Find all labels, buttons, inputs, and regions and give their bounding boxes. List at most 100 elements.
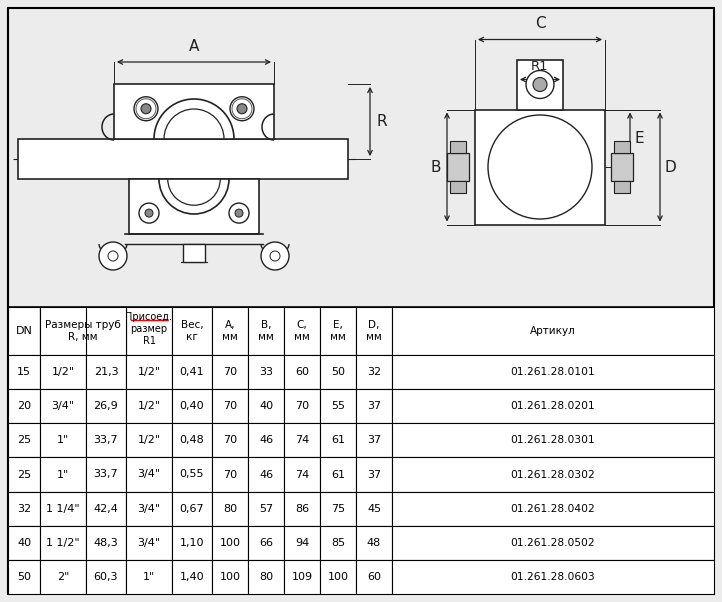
Text: 0,41: 0,41 xyxy=(180,367,204,377)
Text: E: E xyxy=(635,131,645,146)
Bar xyxy=(8,423,40,458)
Bar xyxy=(40,492,86,526)
Text: 01.261.28.0101: 01.261.28.0101 xyxy=(510,367,596,377)
Text: Присоед.
размер
R1: Присоед. размер R1 xyxy=(126,312,173,346)
Text: 85: 85 xyxy=(331,538,345,548)
Text: 25: 25 xyxy=(17,435,31,445)
Circle shape xyxy=(505,132,575,202)
Bar xyxy=(86,389,126,423)
Text: 50: 50 xyxy=(17,572,31,582)
Text: 55: 55 xyxy=(331,401,345,411)
Circle shape xyxy=(145,209,153,217)
Bar xyxy=(248,526,284,560)
Bar xyxy=(40,307,86,355)
Text: 1/2": 1/2" xyxy=(137,401,160,411)
Text: 33,7: 33,7 xyxy=(94,435,118,445)
Bar xyxy=(320,492,356,526)
Text: 1/2": 1/2" xyxy=(137,435,160,445)
Bar xyxy=(450,181,466,193)
Circle shape xyxy=(230,97,254,121)
Text: 60: 60 xyxy=(295,367,309,377)
Text: 70: 70 xyxy=(223,367,237,377)
Text: 74: 74 xyxy=(295,435,309,445)
Bar xyxy=(172,492,212,526)
Bar xyxy=(356,389,392,423)
Bar xyxy=(356,423,392,458)
Text: 15: 15 xyxy=(17,367,31,377)
Circle shape xyxy=(235,209,243,217)
Text: 70: 70 xyxy=(223,470,237,480)
Bar xyxy=(320,458,356,492)
Text: 60: 60 xyxy=(367,572,381,582)
Bar xyxy=(284,492,320,526)
Bar xyxy=(392,560,714,594)
Bar xyxy=(614,141,630,153)
Circle shape xyxy=(533,78,547,92)
Text: 86: 86 xyxy=(295,504,309,514)
Text: 70: 70 xyxy=(295,401,309,411)
Text: R: R xyxy=(376,114,386,129)
Bar xyxy=(392,423,714,458)
Bar xyxy=(284,560,320,594)
Bar xyxy=(172,560,212,594)
Text: 0,55: 0,55 xyxy=(180,470,204,480)
Bar xyxy=(18,139,348,179)
Text: DN: DN xyxy=(16,326,32,336)
Bar xyxy=(212,492,248,526)
Circle shape xyxy=(108,251,118,261)
Text: 50: 50 xyxy=(331,367,345,377)
Bar xyxy=(248,458,284,492)
Text: 66: 66 xyxy=(259,538,273,548)
Text: 21,3: 21,3 xyxy=(94,367,118,377)
Text: 20: 20 xyxy=(17,401,31,411)
Text: 01.261.28.0302: 01.261.28.0302 xyxy=(510,470,596,480)
Bar xyxy=(172,389,212,423)
Text: 70: 70 xyxy=(223,401,237,411)
Text: 40: 40 xyxy=(17,538,31,548)
Bar xyxy=(212,389,248,423)
Bar xyxy=(212,307,248,355)
Bar xyxy=(183,244,205,262)
Circle shape xyxy=(229,203,249,223)
Bar xyxy=(356,560,392,594)
Text: 48,3: 48,3 xyxy=(94,538,118,548)
Text: 61: 61 xyxy=(331,470,345,480)
Text: 01.261.28.0201: 01.261.28.0201 xyxy=(510,401,596,411)
Bar xyxy=(320,355,356,389)
Bar xyxy=(172,307,212,355)
Bar xyxy=(40,389,86,423)
Text: 32: 32 xyxy=(17,504,31,514)
Bar xyxy=(126,423,172,458)
Circle shape xyxy=(99,242,127,270)
Bar xyxy=(212,355,248,389)
Bar xyxy=(86,458,126,492)
Text: Артикул: Артикул xyxy=(530,326,576,336)
Bar xyxy=(356,355,392,389)
Text: 2": 2" xyxy=(57,572,69,582)
Text: 33: 33 xyxy=(259,367,273,377)
Bar xyxy=(392,458,714,492)
Text: E,
мм: E, мм xyxy=(330,320,346,342)
Text: B,
мм: B, мм xyxy=(258,320,274,342)
Bar xyxy=(356,526,392,560)
Bar xyxy=(392,307,714,355)
Bar xyxy=(8,458,40,492)
Text: 1 1/2": 1 1/2" xyxy=(46,538,80,548)
Bar xyxy=(320,307,356,355)
Bar xyxy=(40,307,126,355)
Text: 1/2": 1/2" xyxy=(51,367,74,377)
Text: D: D xyxy=(665,160,677,175)
Text: 70: 70 xyxy=(223,435,237,445)
Bar xyxy=(356,458,392,492)
Text: 80: 80 xyxy=(259,572,273,582)
Bar xyxy=(320,526,356,560)
Text: B: B xyxy=(430,160,441,175)
Text: 46: 46 xyxy=(259,470,273,480)
Bar xyxy=(356,492,392,526)
Text: 1": 1" xyxy=(143,572,155,582)
Bar xyxy=(126,526,172,560)
Bar xyxy=(86,492,126,526)
Text: 37: 37 xyxy=(367,470,381,480)
Text: 3/4": 3/4" xyxy=(51,401,74,411)
Bar xyxy=(248,355,284,389)
